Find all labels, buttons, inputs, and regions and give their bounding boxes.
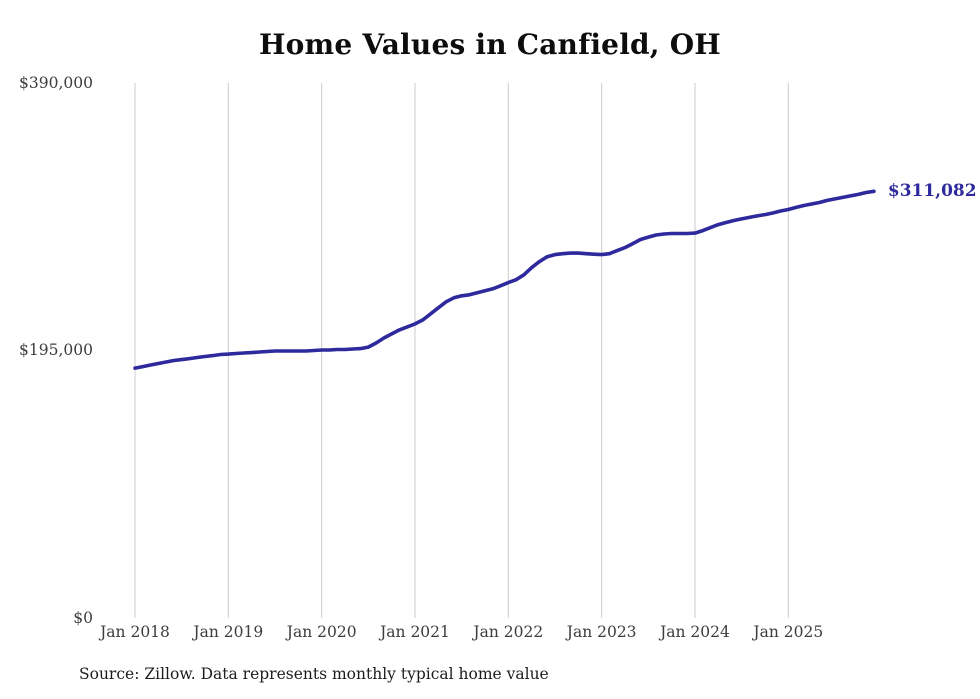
y-axis-tick-label: $0: [73, 608, 93, 627]
latest-value-label: $311,082: [887, 180, 977, 201]
x-axis-tick-label: Jan 2025: [753, 623, 824, 641]
gridlines: [134, 83, 789, 618]
x-axis-tick-label: Jan 2020: [286, 623, 357, 641]
x-axis-tick-label: Jan 2023: [566, 623, 637, 641]
x-axis-tick-label: Jan 2021: [380, 623, 450, 641]
chart-title: Home Values in Canfield, OH: [259, 28, 721, 61]
y-axis-tick-label: $195,000: [19, 341, 93, 359]
source-note: Source: Zillow. Data represents monthly …: [79, 665, 549, 683]
y-axis-tick-label: $390,000: [19, 73, 93, 92]
x-axis-tick-label: Jan 2022: [473, 623, 544, 641]
x-axis-tick-label: Jan 2019: [193, 623, 264, 641]
x-axis-tick-label: Jan 2018: [100, 623, 170, 641]
home-value-line-series: [133, 189, 876, 370]
x-axis-tick-label: Jan 2024: [660, 623, 730, 641]
